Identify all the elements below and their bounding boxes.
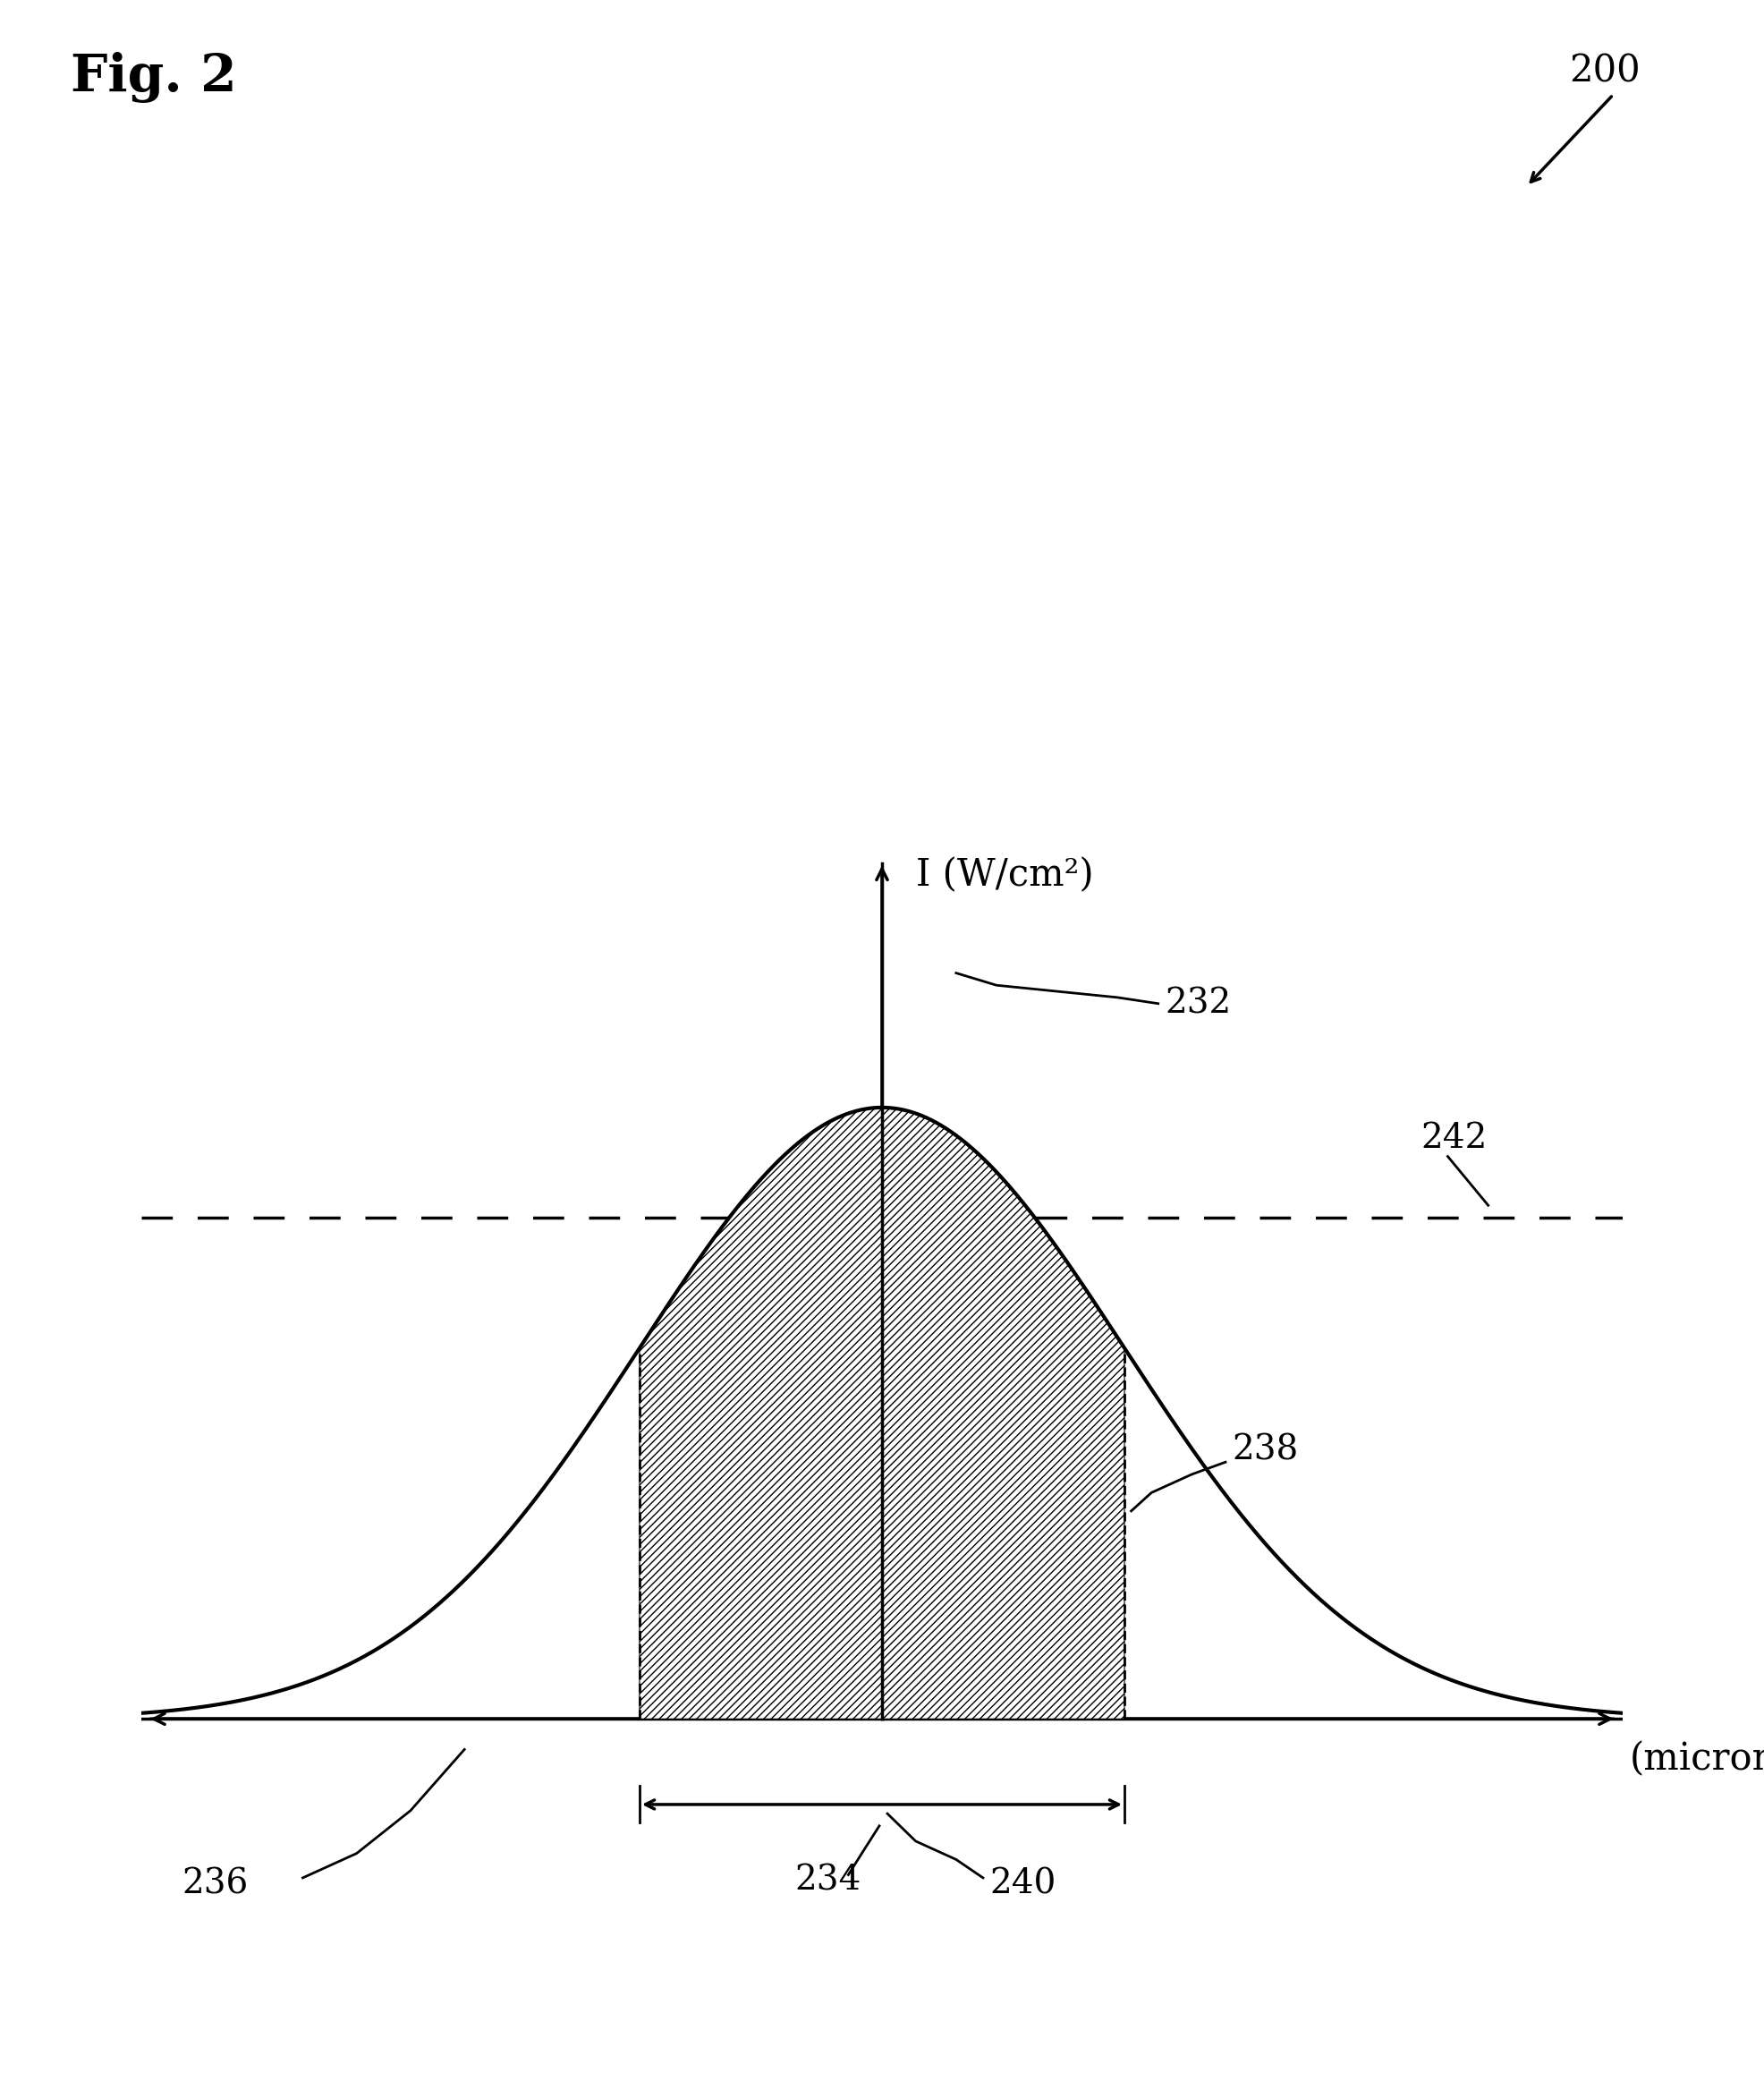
Text: 200: 200 bbox=[1570, 52, 1641, 89]
Text: 238: 238 bbox=[1233, 1434, 1298, 1467]
Text: Fig. 2: Fig. 2 bbox=[71, 52, 236, 104]
Text: 232: 232 bbox=[1164, 986, 1231, 1020]
Text: (microns): (microns) bbox=[1630, 1740, 1764, 1777]
Text: 242: 242 bbox=[1420, 1122, 1487, 1155]
Text: 240: 240 bbox=[990, 1867, 1057, 1900]
Text: I (W/cm²): I (W/cm²) bbox=[916, 857, 1094, 895]
Text: 234: 234 bbox=[794, 1865, 861, 1898]
Text: 236: 236 bbox=[182, 1867, 249, 1900]
